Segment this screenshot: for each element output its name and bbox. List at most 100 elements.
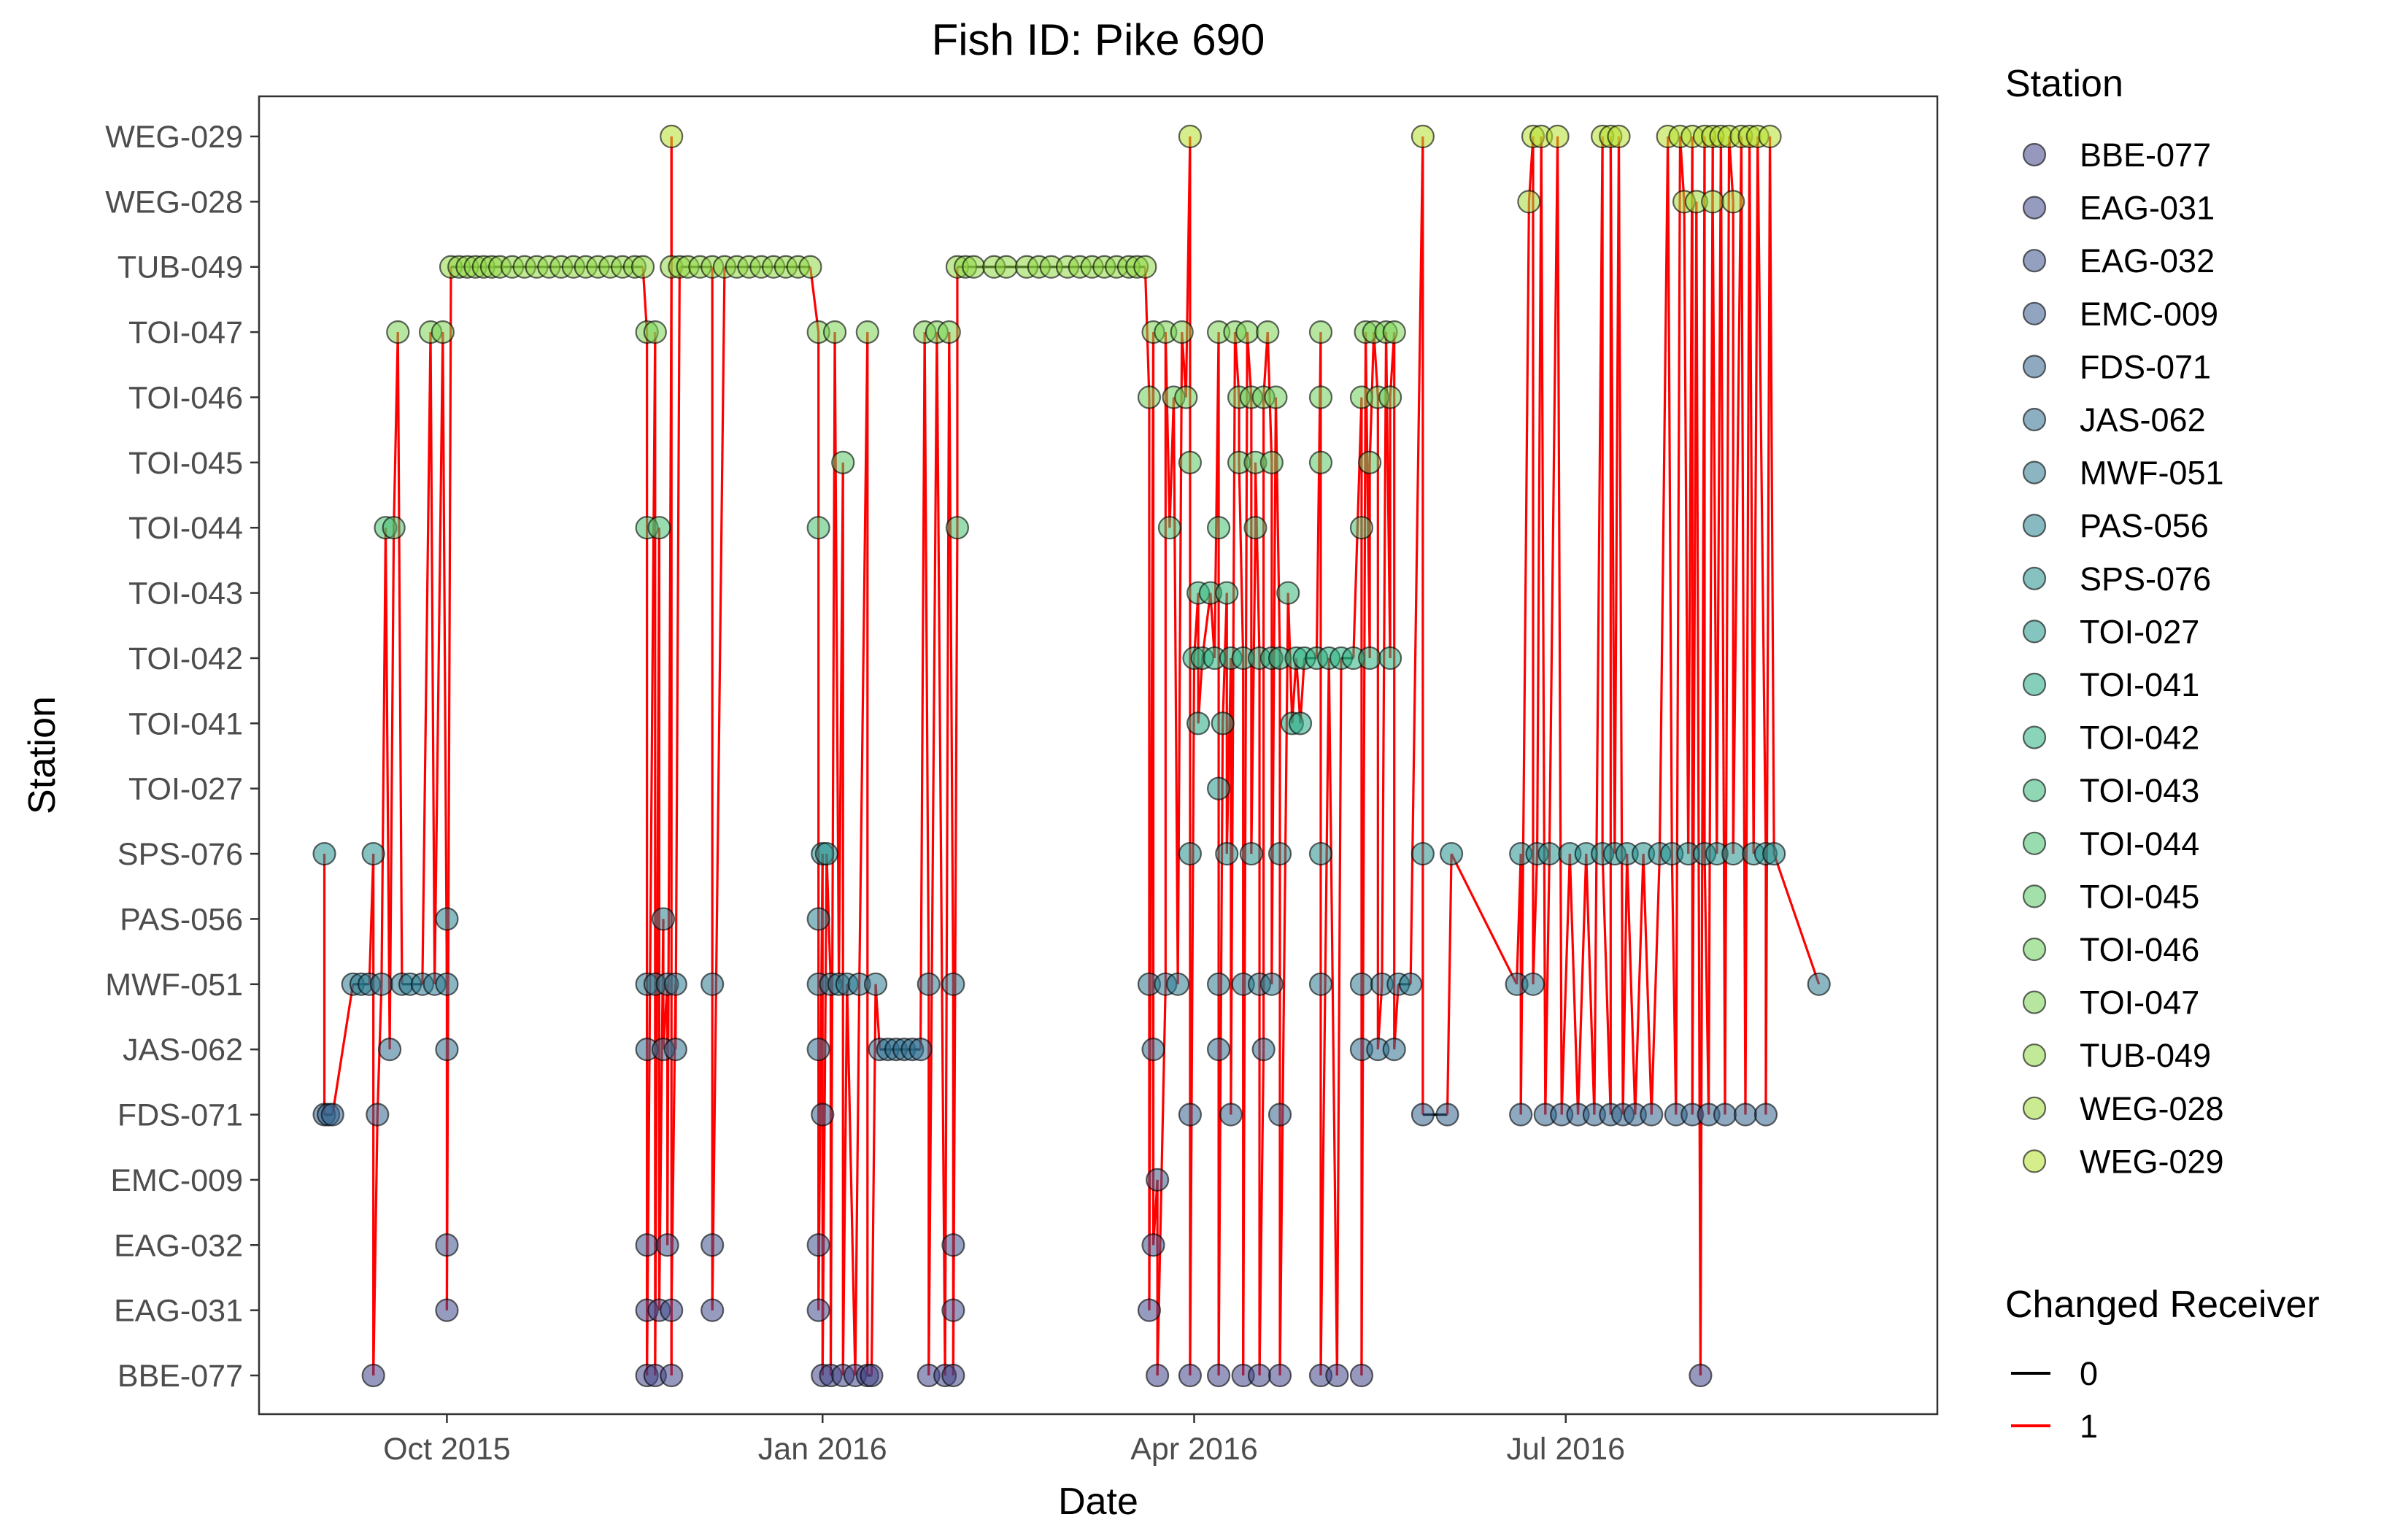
path-segment (1258, 1049, 1265, 1376)
path-segment (1274, 397, 1281, 658)
data-point (369, 972, 393, 996)
data-point (1411, 124, 1435, 149)
path-segment (1724, 136, 1731, 1115)
data-point (1358, 646, 1382, 671)
data-point (1267, 841, 1292, 866)
legend-station-label: TOI-042 (2080, 719, 2199, 757)
y-tick-label: TOI-043 (128, 576, 243, 611)
path-segment (388, 528, 395, 1050)
data-point (1259, 450, 1284, 474)
legend-station-label: EAG-031 (2080, 190, 2215, 227)
path-segment (1450, 853, 1518, 985)
points-layer (312, 124, 1831, 1388)
path-segment (384, 528, 391, 1050)
x-axis-title: Date (1058, 1481, 1138, 1523)
y-tick-label: TOI-045 (128, 446, 243, 481)
y-tick-label: PAS-056 (120, 902, 243, 937)
data-point (1146, 1363, 1170, 1388)
data-point (798, 255, 822, 279)
data-point (1435, 1103, 1459, 1127)
legend-station-key (2022, 620, 2047, 644)
path-segment (1764, 136, 1772, 1115)
data-point (1137, 385, 1162, 409)
data-point (1349, 972, 1374, 996)
path-segment (1711, 201, 1718, 854)
y-tick-label: TOI-047 (128, 315, 243, 350)
data-point (1325, 1363, 1349, 1388)
path-segment (445, 266, 452, 1311)
path-segment (1556, 136, 1563, 1115)
data-point (1308, 385, 1333, 409)
data-point (1439, 841, 1464, 866)
path-segment (1270, 397, 1278, 984)
data-point (1211, 711, 1235, 736)
path-segment (1360, 332, 1367, 1376)
segments-layer (323, 136, 1821, 1377)
data-point (1259, 972, 1284, 996)
data-point (1141, 1233, 1165, 1257)
legend-station-label: BBE-077 (2080, 136, 2211, 174)
path-segment (1568, 854, 1580, 1115)
y-tick-label: EMC-009 (110, 1163, 243, 1198)
data-point (1382, 1038, 1406, 1062)
data-point (1239, 841, 1263, 866)
path-segment (1626, 854, 1637, 1115)
path-segment (1519, 201, 1530, 1115)
data-point (643, 320, 667, 344)
legend-station-key (2022, 672, 2047, 697)
path-segment (927, 332, 938, 1376)
y-tick-label: EAG-032 (114, 1228, 243, 1263)
y-tick-label: TOI-027 (128, 772, 243, 807)
data-point (1701, 190, 1725, 214)
path-segment (1642, 854, 1653, 1115)
data-point (941, 1363, 965, 1388)
data-point (361, 841, 385, 866)
data-point (1349, 516, 1374, 540)
data-point (1807, 972, 1831, 996)
data-point (908, 1038, 933, 1062)
data-point (635, 1233, 659, 1257)
data-point (1378, 646, 1402, 671)
legend-station-label: TOI-044 (2080, 825, 2199, 862)
data-point (1247, 1363, 1272, 1388)
path-segment (1335, 657, 1343, 1376)
x-tick-label: Jul 2016 (1506, 1432, 1625, 1467)
y-tick-label: MWF-051 (105, 968, 243, 1003)
data-point (863, 972, 888, 996)
data-point (1206, 972, 1231, 996)
data-point (941, 972, 965, 996)
data-point (320, 1103, 344, 1127)
y-axis-title: Station (21, 696, 63, 814)
path-segment (1634, 854, 1645, 1115)
data-point (1640, 1103, 1664, 1127)
data-point (1178, 450, 1203, 474)
path-segment (1695, 201, 1702, 1376)
path-segment (1532, 854, 1539, 984)
path-segment (1744, 136, 1751, 1115)
path-segment (1593, 136, 1604, 1115)
data-point (663, 1038, 687, 1062)
data-point (1349, 1363, 1374, 1388)
data-point (435, 1233, 459, 1257)
path-segment (1535, 136, 1543, 854)
legend-station-key (2022, 1096, 2047, 1120)
data-point (1308, 450, 1333, 474)
path-segment (1748, 136, 1755, 854)
legend-changed-label: 0 (2080, 1355, 2098, 1392)
legend-station-label: TOI-043 (2080, 772, 2199, 809)
data-point (1733, 1103, 1758, 1127)
x-tick-label: Oct 2015 (383, 1432, 511, 1467)
path-segment (1548, 136, 1559, 854)
legend-station-label: TOI-045 (2080, 878, 2199, 915)
legend-station-key (2022, 249, 2047, 273)
data-point (660, 124, 684, 149)
x-tick-label: Apr 2016 (1130, 1432, 1258, 1467)
data-point (941, 1233, 965, 1257)
legend-station-label: WEG-029 (2080, 1143, 2224, 1180)
data-point (1206, 1363, 1231, 1388)
data-point (1174, 385, 1198, 409)
legend-station-key (2022, 407, 2047, 432)
path-segment (1409, 136, 1424, 984)
y-tick-label: EAG-031 (114, 1294, 243, 1329)
